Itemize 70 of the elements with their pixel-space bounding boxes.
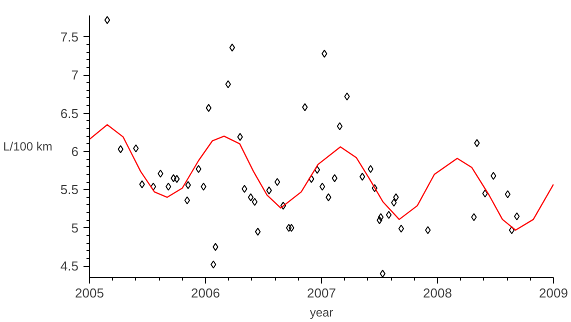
point (200, 182, 206, 191)
point (393, 193, 399, 202)
point (332, 174, 338, 182)
point (139, 180, 145, 188)
point (104, 16, 110, 24)
point (254, 228, 261, 236)
point (274, 178, 280, 186)
y-tick-label: 6.5 (60, 106, 79, 121)
point (380, 270, 386, 278)
x-tick-label: 2007 (307, 286, 336, 300)
y-tick-label: 7.5 (60, 29, 79, 44)
point (326, 193, 332, 202)
point (376, 216, 382, 224)
point (118, 145, 124, 154)
point (170, 174, 176, 182)
y-tick-label: 5 (71, 220, 79, 236)
point (286, 224, 292, 232)
point (368, 165, 374, 174)
point (248, 193, 254, 202)
point (319, 182, 326, 191)
point (225, 80, 231, 88)
line-series (90, 124, 554, 231)
point (158, 170, 164, 178)
point (508, 226, 515, 234)
point (360, 172, 366, 181)
x-tick-label: 2008 (423, 286, 452, 300)
point (302, 103, 308, 112)
point (386, 210, 392, 219)
point (398, 224, 404, 233)
point (237, 132, 243, 141)
x-axis-title: year (310, 306, 334, 320)
point (504, 190, 511, 198)
x-tick-label: 2009 (539, 286, 568, 300)
point (490, 172, 496, 180)
point (174, 174, 180, 183)
y-tick-label: 6 (71, 144, 79, 159)
point (184, 196, 190, 204)
x-tick-label: 2005 (75, 286, 104, 300)
y-tick-label: 7 (71, 68, 79, 83)
point (391, 198, 397, 207)
point (210, 260, 216, 269)
point (425, 226, 431, 234)
point (471, 213, 477, 222)
point (212, 242, 218, 251)
point (378, 213, 384, 222)
point (322, 50, 328, 58)
point (229, 44, 236, 52)
point (166, 182, 172, 191)
point (242, 184, 248, 193)
point (266, 186, 272, 194)
point (206, 104, 212, 112)
y-tick-label: 5.5 (60, 182, 79, 198)
y-axis-title: L/100 km (3, 140, 52, 154)
point (252, 198, 258, 206)
point (514, 212, 520, 220)
x-tick-label: 2006 (191, 286, 220, 300)
point (314, 166, 320, 174)
point (196, 165, 202, 174)
point (288, 224, 294, 232)
point (482, 189, 488, 198)
point (308, 174, 314, 183)
point (185, 181, 191, 190)
point (344, 92, 350, 100)
point (372, 184, 378, 192)
point (133, 144, 139, 152)
y-tick-label: 4.5 (60, 258, 79, 274)
point (336, 122, 343, 130)
point (150, 182, 156, 191)
point (280, 202, 286, 210)
point (474, 139, 480, 148)
